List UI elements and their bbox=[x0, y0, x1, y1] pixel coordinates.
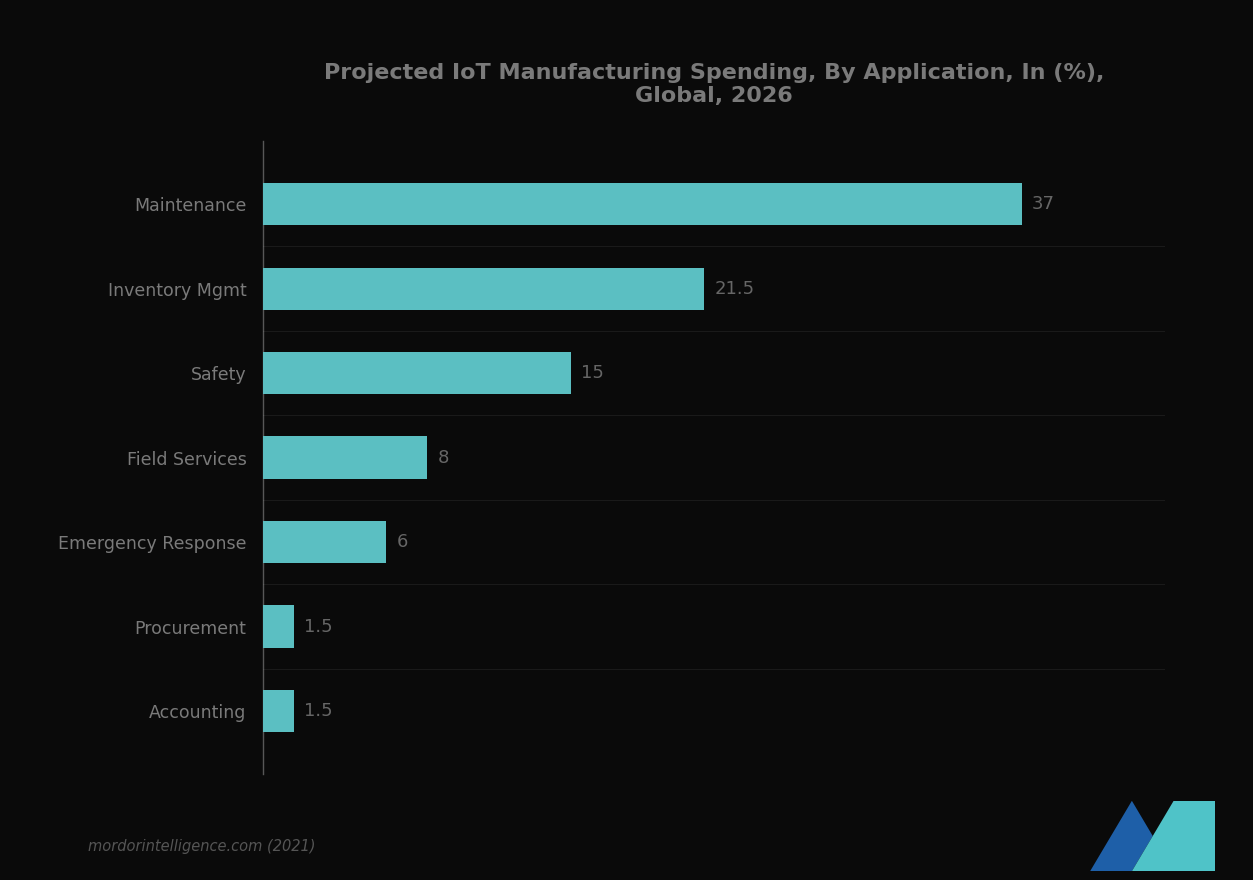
Bar bbox=[263, 690, 294, 732]
Text: 1.5: 1.5 bbox=[304, 618, 333, 635]
Polygon shape bbox=[1090, 801, 1153, 871]
Bar bbox=[263, 436, 427, 479]
Text: 37: 37 bbox=[1032, 195, 1055, 213]
Bar bbox=[263, 521, 386, 563]
Title: Projected IoT Manufacturing Spending, By Application, In (%),
Global, 2026: Projected IoT Manufacturing Spending, By… bbox=[325, 62, 1104, 106]
Polygon shape bbox=[1090, 871, 1215, 880]
Polygon shape bbox=[1131, 801, 1215, 871]
Text: 1.5: 1.5 bbox=[304, 702, 333, 720]
Text: 21.5: 21.5 bbox=[714, 280, 754, 297]
Bar bbox=[263, 268, 704, 310]
Text: mordorintelligence.com (2021): mordorintelligence.com (2021) bbox=[88, 839, 316, 854]
Text: 15: 15 bbox=[581, 364, 604, 382]
Bar bbox=[263, 352, 570, 394]
Bar bbox=[263, 605, 294, 648]
Bar bbox=[263, 183, 1021, 225]
Text: 6: 6 bbox=[396, 533, 407, 551]
Text: 8: 8 bbox=[437, 449, 449, 466]
